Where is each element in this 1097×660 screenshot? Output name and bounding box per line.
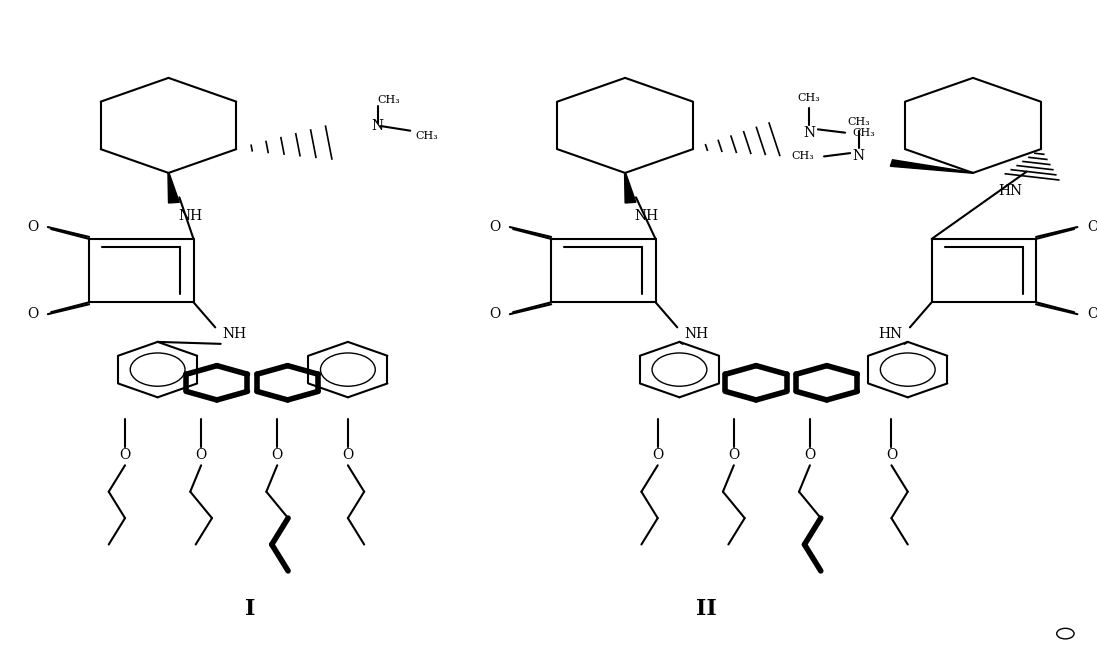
Text: N: N xyxy=(852,149,864,164)
Text: I: I xyxy=(245,599,256,620)
Text: O: O xyxy=(272,448,283,463)
Text: CH₃: CH₃ xyxy=(791,151,814,162)
Text: CH₃: CH₃ xyxy=(377,94,400,105)
Text: O: O xyxy=(195,448,206,463)
Polygon shape xyxy=(168,173,179,203)
Text: O: O xyxy=(489,220,500,234)
Text: O: O xyxy=(885,448,897,463)
Text: N: N xyxy=(803,125,815,140)
Text: O: O xyxy=(804,448,815,463)
Text: CH₃: CH₃ xyxy=(852,127,875,138)
Text: O: O xyxy=(27,307,38,321)
Text: N: N xyxy=(372,119,384,133)
Text: O: O xyxy=(1087,220,1097,234)
Text: HN: HN xyxy=(998,184,1022,199)
Text: O: O xyxy=(728,448,739,463)
Text: NH: NH xyxy=(685,327,709,341)
Text: O: O xyxy=(489,307,500,321)
Text: II: II xyxy=(697,599,717,620)
Text: O: O xyxy=(120,448,131,463)
Text: O: O xyxy=(342,448,353,463)
Text: NH: NH xyxy=(635,209,659,223)
Text: NH: NH xyxy=(223,327,247,341)
Polygon shape xyxy=(891,160,973,173)
Text: HN: HN xyxy=(879,327,903,341)
Text: O: O xyxy=(1087,307,1097,321)
Text: O: O xyxy=(27,220,38,234)
Text: CH₃: CH₃ xyxy=(798,93,821,104)
Text: O: O xyxy=(652,448,664,463)
Text: CH₃: CH₃ xyxy=(848,117,870,127)
Text: CH₃: CH₃ xyxy=(415,131,438,141)
Text: NH: NH xyxy=(178,209,202,223)
Polygon shape xyxy=(624,173,636,203)
